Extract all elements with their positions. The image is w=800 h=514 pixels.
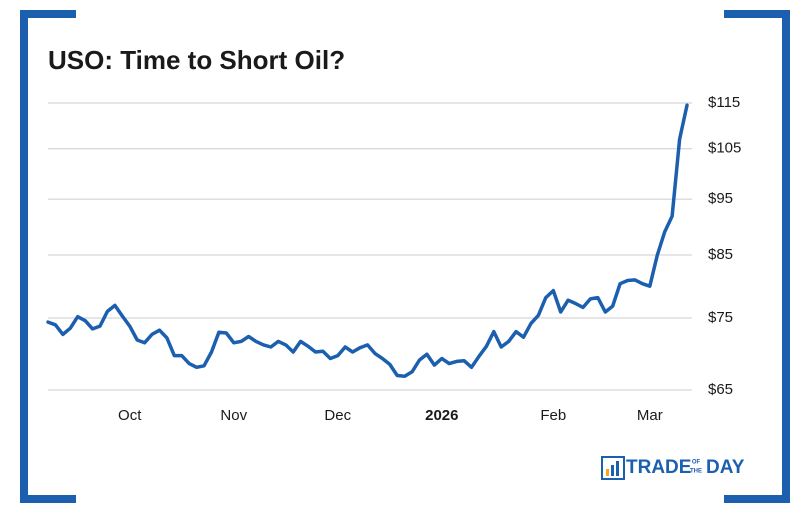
y-tick-label: $95 [708, 190, 733, 207]
y-tick-label: $115 [708, 94, 740, 111]
logo-text: TRADE [626, 457, 691, 478]
x-tick-label: Feb [540, 407, 566, 424]
y-tick-label: $105 [708, 140, 741, 157]
logo-text: DAY [706, 457, 745, 478]
chart-title: USO: Time to Short Oil? [48, 45, 345, 75]
x-tick-label: 2026 [425, 407, 458, 424]
y-tick-label: $65 [708, 381, 733, 398]
x-tick-label: Nov [220, 407, 247, 424]
y-tick-label: $85 [708, 246, 733, 263]
logo-text: OF [692, 460, 701, 466]
logo: TRADE OF THE DAY [601, 456, 745, 480]
frame-brackets [20, 10, 790, 503]
data-line [46, 103, 689, 379]
x-tick-label: Dec [324, 407, 351, 424]
x-tick-label: Oct [118, 407, 142, 424]
logo-text: THE [690, 469, 702, 475]
x-tick-label: Mar [637, 407, 663, 424]
y-tick-label: $75 [708, 309, 733, 326]
